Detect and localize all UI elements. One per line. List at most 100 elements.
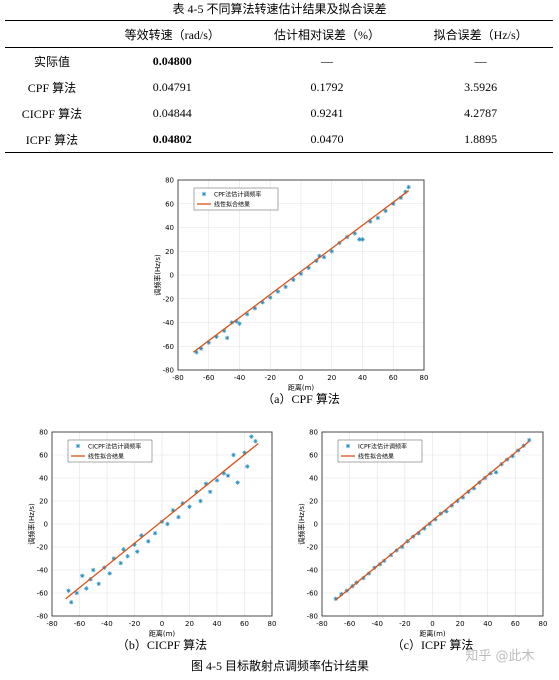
scatter-point <box>234 319 239 324</box>
scatter-point <box>306 265 311 271</box>
x-tick-label: -20 <box>129 620 140 628</box>
scatter-point <box>225 473 231 478</box>
x-tick-label: 0 <box>299 374 303 382</box>
legend-marker <box>201 191 207 197</box>
scatter-point <box>360 237 365 242</box>
plot-frame <box>51 431 273 617</box>
y-tick-label: 80 <box>165 177 174 185</box>
y-tick-label: 60 <box>309 452 318 460</box>
scatter-point <box>152 531 158 536</box>
x-tick-label: 80 <box>420 374 429 382</box>
y-tick-label: 0 <box>170 272 174 280</box>
legend-label: ICPF法估计调频率 <box>358 443 407 451</box>
plot-frame <box>321 431 544 617</box>
y-tick-label: 40 <box>309 475 318 483</box>
scatter-point <box>314 258 319 263</box>
scatter-point <box>375 215 381 221</box>
fit-line <box>192 190 410 353</box>
scatter-point <box>391 201 396 206</box>
y-tick-label: -60 <box>37 590 48 598</box>
scatter-point <box>455 498 460 504</box>
scatter-point <box>198 346 204 351</box>
scatter-point <box>398 195 404 201</box>
y-tick-label: -60 <box>163 343 174 351</box>
x-tick-label: -60 <box>74 620 85 628</box>
x-tick-label: 80 <box>539 620 548 628</box>
scatter-point <box>283 284 288 290</box>
cell: 0.9241 <box>310 105 344 120</box>
x-tick-label: 0 <box>430 620 434 628</box>
scatter-point <box>121 547 126 552</box>
scatter-point <box>225 335 230 341</box>
x-tick-label: 40 <box>213 620 222 628</box>
scatter-point <box>493 470 499 475</box>
x-tick-label: 60 <box>240 620 249 628</box>
cell: 0.04802 <box>152 131 192 146</box>
scatter-point <box>433 517 438 522</box>
scatter-point <box>357 237 362 242</box>
y-tick-label: -60 <box>307 590 318 598</box>
x-tick-label: 20 <box>327 374 336 382</box>
x-tick-label: 40 <box>483 620 492 628</box>
scatter-point <box>422 526 427 531</box>
scatter-point <box>427 521 432 527</box>
scatter-point <box>207 489 213 494</box>
y-tick-label: 60 <box>39 452 48 460</box>
scatter-point <box>221 328 227 334</box>
scatter-point <box>74 590 79 596</box>
header-cell: 等效转速（rad/s） <box>98 20 246 48</box>
scatter-point <box>176 514 181 520</box>
scatter-point <box>399 544 405 550</box>
y-tick-label: 20 <box>165 248 174 256</box>
scatter-point <box>111 556 117 561</box>
y-tick-label: -80 <box>37 613 48 621</box>
cell: CPF 算法 <box>27 80 77 95</box>
scatter-point <box>416 531 421 536</box>
header-cell: 估计相对误差（%） <box>245 20 409 48</box>
scatter-point <box>526 437 532 443</box>
legend-box <box>337 439 423 463</box>
result-table: 等效转速（rad/s） 估计相对误差（%） 拟合误差（Hz/s） 实际值 0.0480… <box>5 20 553 153</box>
scatter-point <box>229 320 235 325</box>
scatter-point <box>352 231 358 236</box>
scatter-point <box>406 184 411 190</box>
y-tick-label: 0 <box>44 521 48 529</box>
cell: — <box>320 53 333 68</box>
scatter-point <box>180 501 185 506</box>
scatter-point <box>203 481 209 486</box>
scatter-point <box>198 498 203 504</box>
y-tick-label: 40 <box>39 475 48 483</box>
y-tick-label: 20 <box>39 498 48 506</box>
scatter-point <box>298 271 304 277</box>
x-tick-label: -80 <box>172 374 183 382</box>
legend-label: 线性拟合结果 <box>214 201 250 209</box>
fit-line <box>335 440 530 601</box>
scatter-point <box>403 189 408 195</box>
x-tick-label: -20 <box>399 620 410 628</box>
y-axis-label: 调频率(Hz/s) <box>153 254 162 296</box>
scatter-point <box>252 306 258 311</box>
legend-box <box>67 439 153 463</box>
header-cell: 拟合误差（Hz/s） <box>408 20 553 48</box>
scatter-point <box>96 581 101 586</box>
x-axis-label: 距离(m) <box>288 383 315 392</box>
cell: ICPF 算法 <box>25 132 79 147</box>
scatter-point <box>84 586 89 591</box>
x-tick-label: 80 <box>268 620 277 628</box>
legend-marker <box>345 443 351 449</box>
plot-frame <box>177 179 425 371</box>
cell: — <box>474 53 487 68</box>
scatter-point <box>367 219 373 224</box>
scatter-point <box>253 439 258 444</box>
cell: 0.1792 <box>310 79 344 94</box>
y-axis-label: 调频率(Hz/s) <box>27 503 36 545</box>
scatter-point <box>317 253 322 259</box>
y-tick-label: -80 <box>163 367 174 375</box>
scatter-point <box>471 486 477 491</box>
scatter-point <box>510 453 515 459</box>
fit-line <box>65 442 259 600</box>
y-tick-label: -20 <box>163 295 174 303</box>
scatter-point <box>132 542 137 547</box>
y-tick-label: 20 <box>309 498 318 506</box>
